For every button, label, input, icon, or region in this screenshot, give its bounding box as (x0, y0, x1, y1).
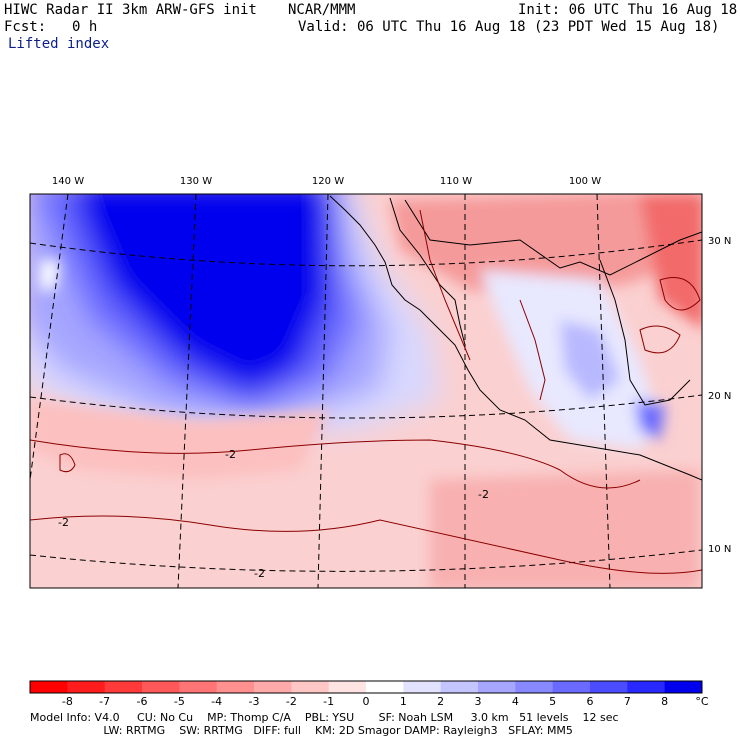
colorbar-tick-label: 5 (549, 695, 557, 708)
colorbar-swatch (440, 681, 479, 693)
colorbar-swatch (142, 681, 180, 693)
colorbar-swatch (664, 681, 703, 693)
colorbar-tick-label: -4 (211, 695, 223, 708)
colorbar-tick-label: 6 (586, 695, 594, 708)
colorbar-tick-label: -8 (61, 695, 73, 708)
lat-label-30n: 30 N (708, 236, 732, 247)
lon-label-140w: 140 W (51, 176, 85, 187)
colorbar-swatch (291, 681, 330, 693)
init-time: Init: 06 UTC Thu 16 Aug 18 (518, 2, 738, 18)
valid-time: Valid: 06 UTC Thu 16 Aug 18 (23 PDT Wed … (298, 19, 720, 35)
colorbar-swatch (366, 681, 404, 693)
lon-label-100w: 100 W (568, 176, 602, 187)
colorbar-swatch (104, 681, 143, 693)
lat-label-20n: 20 N (708, 391, 732, 402)
map-frame (29, 193, 703, 589)
contour-label: -2 (58, 516, 69, 529)
colorbar-unit: °C (695, 695, 709, 708)
colorbar-swatch (478, 681, 516, 693)
colorbar-tick-label: -2 (285, 695, 297, 708)
colorbar-swatch (627, 681, 666, 693)
colorbar-swatch (552, 681, 591, 693)
colorbar-swatch (328, 681, 367, 693)
colorbar-swatch (30, 681, 68, 693)
colorbar-swatch (590, 681, 628, 693)
colorbar-swatch (67, 681, 106, 693)
land-features (30, 194, 702, 588)
forecast-label: Fcst: (4, 19, 47, 35)
center-label: NCAR/MMM (288, 2, 356, 18)
graticule (30, 194, 702, 588)
contour-lines (30, 209, 702, 574)
colorbar-tick-label: 1 (399, 695, 407, 708)
model-info-line1: Model Info: V4.0 CU: No Cu MP: Thomp C/A… (30, 711, 619, 724)
colorbar-swatch (254, 681, 292, 693)
colorbar-tick-label: 3 (474, 695, 482, 708)
contour-label: -2 (478, 488, 489, 501)
colorbar-tick-label: -6 (136, 695, 148, 708)
colorbar-tick-label: -1 (323, 695, 335, 708)
colorbar-tick-label: 7 (623, 695, 631, 708)
colorbar-tick-label: -7 (99, 695, 111, 708)
contour-label: -2 (254, 567, 265, 580)
colorbar-swatch (403, 681, 442, 693)
colorbar-swatch (515, 681, 554, 693)
colorbar-swatch (216, 681, 255, 693)
colorbar-tick-label: 0 (362, 695, 370, 708)
colorbar-tick-label: 4 (511, 695, 519, 708)
colorbar-swatch (179, 681, 218, 693)
lat-label-10n: 10 N (708, 544, 732, 555)
colorbar-tick-label: -3 (248, 695, 260, 708)
field-name: Lifted index (8, 36, 110, 52)
contour-label: -2 (225, 448, 236, 461)
colorbar-tick-label: 2 (437, 695, 445, 708)
colorbar-frame (29, 680, 703, 694)
lon-label-120w: 120 W (311, 176, 345, 187)
forecast-hour: 0 h (72, 19, 98, 35)
lon-label-110w: 110 W (439, 176, 473, 187)
colorbar (29, 680, 703, 694)
colorbar-tick-label: 8 (661, 695, 669, 708)
model-title: HIWC Radar II 3km ARW-GFS init (4, 2, 257, 18)
model-info-line2: LW: RRTMG SW: RRTMG DIFF: full KM: 2D Sm… (30, 724, 573, 737)
lon-label-130w: 130 W (179, 176, 213, 187)
coastline (329, 195, 702, 481)
colorbar-tick-label: -5 (173, 695, 185, 708)
